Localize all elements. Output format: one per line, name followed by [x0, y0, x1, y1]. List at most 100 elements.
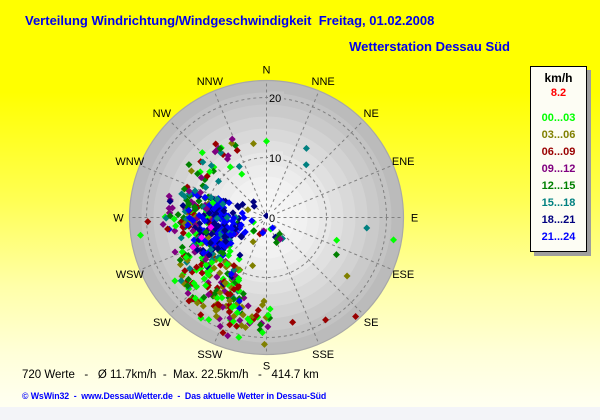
scatter-point: [170, 215, 178, 223]
scatter-point: [241, 228, 249, 236]
scatter-point: [176, 256, 184, 264]
scatter-point: [266, 305, 274, 313]
scatter-point: [215, 301, 223, 309]
legend-class-label: 18...21: [541, 214, 576, 226]
scatter-point: [191, 294, 199, 302]
scatter-point: [164, 225, 172, 233]
compass-label: ENE: [392, 156, 415, 168]
scatter-point: [218, 294, 226, 302]
scatter-point: [185, 206, 193, 214]
scatter-point: [216, 256, 224, 264]
scatter-point: [227, 270, 235, 278]
scatter-point: [216, 289, 224, 297]
scatter-point: [197, 174, 205, 182]
scatter-point: [198, 213, 206, 221]
scatter-point: [249, 262, 257, 270]
scatter-point: [212, 140, 220, 148]
scatter-point: [235, 277, 243, 285]
scatter-point: [183, 282, 191, 290]
scatter-point: [239, 290, 247, 298]
scatter-point: [207, 239, 215, 247]
compass-label: WSW: [116, 269, 145, 281]
scatter-point: [137, 231, 145, 239]
scatter-point: [189, 243, 197, 251]
scatter-point: [236, 251, 244, 259]
scatter-point: [213, 294, 221, 302]
compass-label: W: [113, 213, 124, 225]
scatter-point: [205, 291, 213, 299]
scatter-point: [260, 340, 268, 348]
scatter-point: [236, 316, 244, 324]
scatter-point: [203, 205, 211, 213]
scatter-point: [289, 318, 297, 326]
scatter-point: [224, 332, 232, 340]
scatter-point: [322, 316, 330, 324]
scatter-point: [171, 277, 179, 285]
scatter-point: [208, 259, 216, 267]
scatter-point: [212, 307, 220, 315]
scatter-point: [185, 231, 193, 239]
scatter-point: [332, 251, 340, 259]
scatter-point: [165, 192, 173, 200]
scatter-point: [200, 249, 208, 257]
scatter-point: [228, 139, 236, 147]
scatter-point: [228, 225, 236, 233]
scatter-point: [200, 275, 208, 283]
scatter-point: [210, 264, 218, 272]
scatter-point: [199, 158, 207, 166]
copyright-line: © WsWin32 - www.DessauWetter.de - Das ak…: [22, 391, 327, 401]
scatter-point: [227, 239, 235, 247]
scatter-point: [217, 149, 225, 157]
scatter-point: [195, 226, 203, 234]
scatter-point: [226, 163, 234, 171]
ring-label-bg: [268, 211, 277, 224]
scatter-point: [226, 321, 234, 329]
scatter-point: [269, 224, 277, 232]
compass-label: NNE: [312, 76, 335, 88]
scatter-point: [198, 149, 206, 157]
ring-value-label: 20: [269, 93, 281, 105]
scatter-point: [237, 221, 245, 229]
scatter-point: [204, 271, 212, 279]
compass-label: NE: [364, 108, 379, 120]
scatter-point: [207, 223, 215, 231]
scatter-point: [209, 199, 217, 207]
scatter-point: [250, 202, 258, 210]
scatter-point: [248, 217, 256, 225]
scatter-point: [165, 204, 173, 212]
scatter-point: [229, 209, 237, 217]
scatter-point: [195, 197, 203, 205]
compass-label: SW: [153, 317, 171, 329]
scatter-point: [198, 269, 206, 277]
scatter-point: [219, 329, 227, 337]
scatter-point: [207, 194, 215, 202]
bottom-strip: [0, 407, 600, 420]
scatter-point: [302, 161, 310, 169]
scatter-point: [264, 323, 272, 331]
scatter-point: [244, 302, 252, 310]
scatter-point: [343, 272, 351, 280]
scatter-point: [144, 218, 152, 226]
legend-spacer: [531, 101, 586, 110]
legend-class-label: 12...15: [541, 180, 576, 192]
compass-label: S: [263, 361, 270, 373]
compass-label: E: [411, 213, 418, 225]
scatter-point: [185, 297, 193, 305]
scatter-point: [208, 230, 216, 238]
scatter-point: [233, 309, 241, 317]
grid-spoke: [270, 218, 394, 271]
scatter-point: [205, 316, 213, 324]
compass-label: SSE: [312, 349, 334, 361]
legend-class-label: 06...09: [541, 146, 576, 158]
grid-spoke: [270, 164, 394, 217]
compass-label: SSW: [197, 349, 223, 361]
scatter-point: [182, 253, 190, 261]
scatter-point: [159, 220, 167, 228]
scatter-point: [276, 235, 284, 243]
scatter-point: [264, 311, 272, 319]
scatter-point: [244, 206, 252, 214]
scatter-point: [254, 306, 262, 314]
grid-ring: [146, 97, 387, 338]
scatter-point: [216, 269, 224, 277]
